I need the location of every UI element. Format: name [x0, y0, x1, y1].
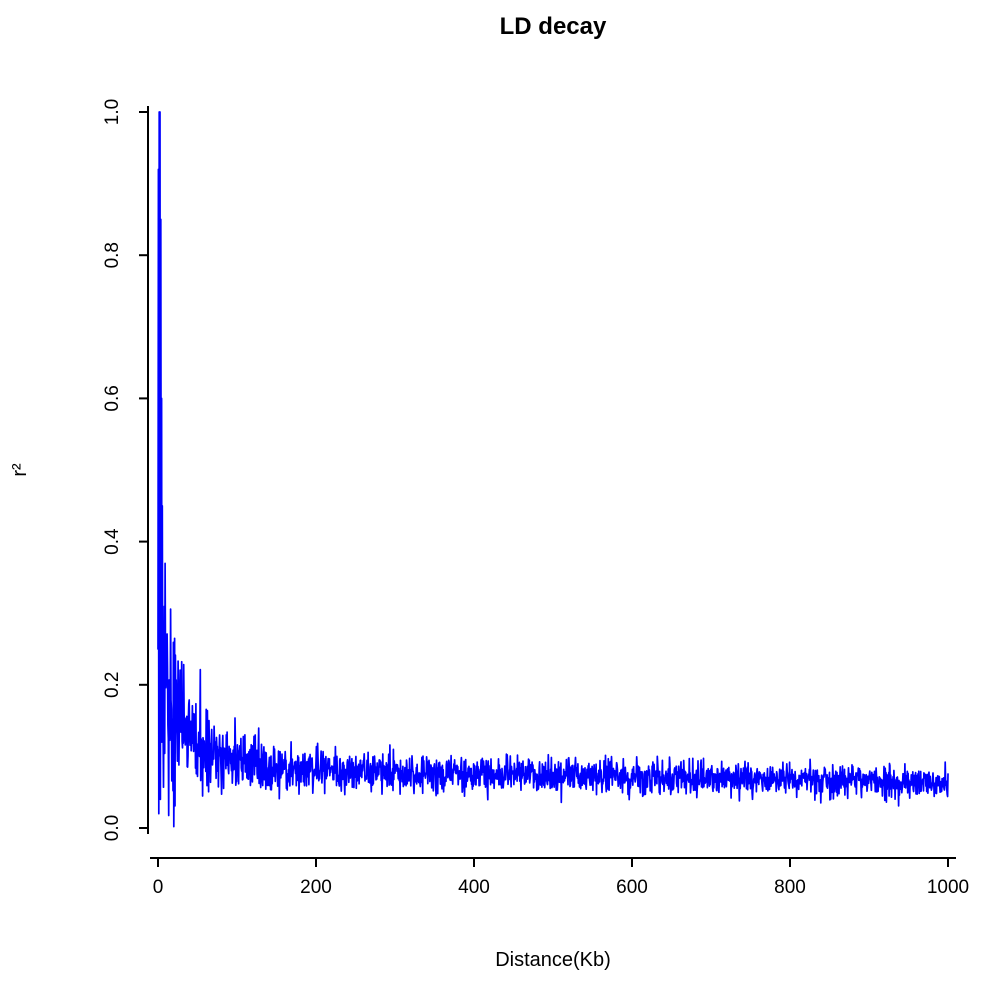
y-tick-label: 0.8 [102, 242, 123, 268]
x-tick-label: 0 [153, 877, 164, 898]
y-tick-label: 0.6 [102, 385, 123, 411]
y-tick-label: 0.0 [102, 815, 123, 841]
axes-layer: 0 200 400 600 800 1000 0.0 0.2 0.4 0.6 0.8 1.0 [102, 99, 969, 898]
y-axis-label: r² [9, 463, 31, 477]
ld-decay-line [157, 111, 949, 828]
y-tick-label: 1.0 [102, 99, 123, 125]
x-tick-label: 800 [774, 877, 806, 898]
y-tick-label: 0.2 [102, 672, 123, 698]
x-axis-label: Distance(Kb) [495, 949, 611, 971]
x-tick-label: 200 [300, 877, 332, 898]
x-tick-label: 400 [458, 877, 490, 898]
x-tick-label: 600 [616, 877, 648, 898]
chart-title: LD decay [500, 13, 607, 40]
y-tick-label: 0.4 [102, 528, 123, 555]
data-layer [157, 111, 949, 828]
x-tick-label: 1000 [927, 877, 969, 898]
